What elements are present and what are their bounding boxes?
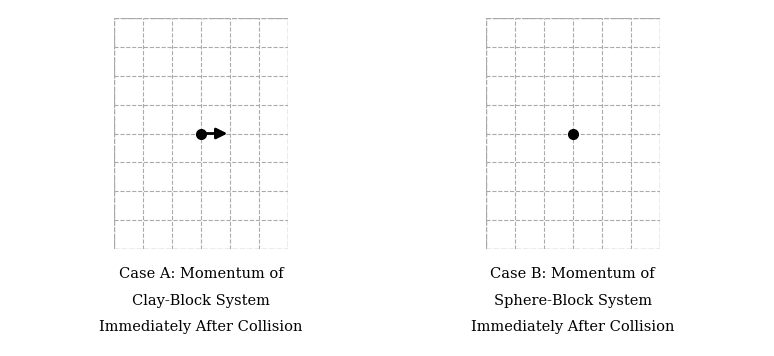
Text: Case B: Momentum of: Case B: Momentum of: [491, 267, 655, 281]
Text: Sphere-Block System: Sphere-Block System: [494, 294, 652, 308]
Text: Immediately After Collision: Immediately After Collision: [471, 320, 674, 334]
Text: Immediately After Collision: Immediately After Collision: [100, 320, 303, 334]
Text: Clay-Block System: Clay-Block System: [132, 294, 270, 308]
Text: Case A: Momentum of: Case A: Momentum of: [119, 267, 283, 281]
